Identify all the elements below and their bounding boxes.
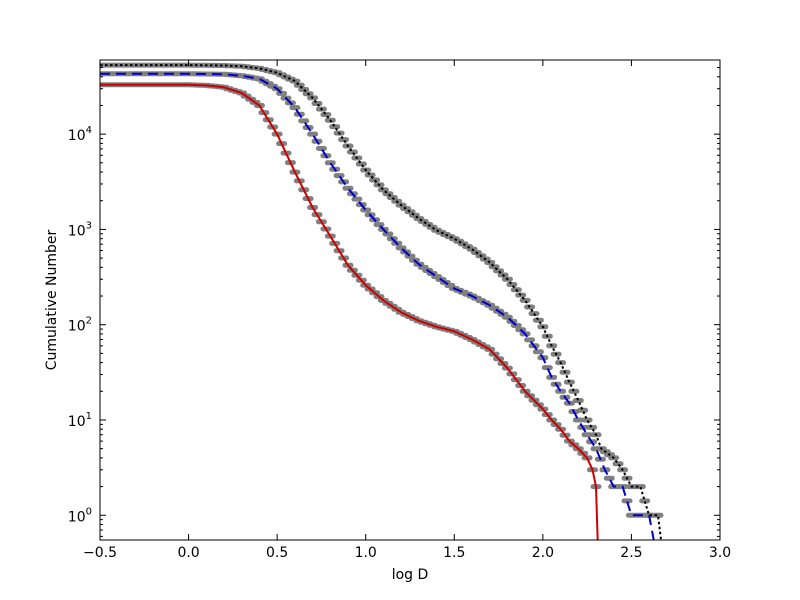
x-tick-label: 3.0 [709,545,731,561]
y-tick-base: 10 [68,509,86,525]
series-3-line [100,83,599,540]
plot-frame [99,59,721,541]
series-2-line [100,72,655,540]
y-tick-exponent: 2 [86,316,92,327]
x-tick-label: 1.0 [355,545,377,561]
y-tick-label: 100 [68,506,92,525]
y-tick-label: 103 [68,220,92,239]
y-tick-exponent: 3 [86,220,92,231]
y-tick-exponent: 1 [86,411,92,422]
x-tick-label: 0.5 [266,545,288,561]
y-tick-base: 10 [68,128,86,144]
y-tick-label: 102 [68,316,92,335]
x-tick-label: 1.5 [443,545,465,561]
x-tick-label: −0.5 [83,545,117,561]
y-tick-label: 101 [68,411,92,430]
y-tick-label: 104 [68,125,92,144]
x-axis-label: log D [392,567,429,583]
x-tick-label: 2.5 [620,545,642,561]
y-tick-exponent: 0 [86,506,92,517]
y-tick-base: 10 [68,414,86,430]
series-1-line [100,64,663,540]
y-axis-label: Cumulative Number [44,229,60,370]
marker-layer [100,64,663,540]
x-tick-label: 2.0 [532,545,554,561]
x-axis: −0.5 0.0 0.5 1.0 1.5 2.0 2.5 3.0 [83,60,731,561]
y-tick-base: 10 [68,223,86,239]
y-tick-exponent: 4 [86,125,92,136]
x-tick-label: 0.0 [177,545,199,561]
y-tick-base: 10 [68,319,86,335]
